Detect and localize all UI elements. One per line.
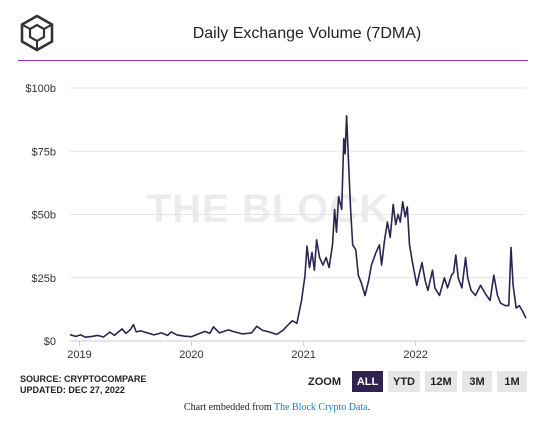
x-tick-label: 2021 (291, 349, 315, 361)
zoom-label: ZOOM (308, 375, 341, 388)
series-line[interactable] (69, 115, 527, 338)
y-axis: $0 $25b $50b $75b $100b (25, 83, 56, 348)
y-tick-label: $25b (32, 273, 56, 285)
embed-link[interactable]: The Block Crypto Data (273, 402, 368, 413)
grid-lines (70, 87, 526, 279)
chart-title: Daily Exchange Volume (7DMA) (192, 25, 422, 42)
x-tick-label: 2022 (403, 349, 427, 361)
embed-prefix: Chart embedded from (183, 402, 272, 413)
updated-text: UPDATED: DEC 27, 2022 (20, 385, 125, 395)
zoom-controls: ZOOM ALL YTD 12M 3M 1M (308, 371, 527, 392)
zoom-3m-button[interactable]: 3M (462, 371, 492, 392)
y-tick-label: $50b (32, 210, 56, 222)
zoom-12m-button[interactable]: 12M (425, 371, 457, 392)
y-tick-label: $0 (44, 336, 56, 348)
source-note: SOURCE: CRYPTOCOMPARE UPDATED: DEC 27, 2… (20, 374, 146, 396)
zoom-1m-button[interactable]: 1M (497, 371, 527, 392)
zoom-all-button[interactable]: ALL (352, 371, 383, 392)
embed-suffix: . (367, 402, 371, 413)
y-tick-label: $75b (32, 146, 56, 158)
volume-chart: THE BLOCK $0$25b$50b$75b$100b 2019 2020 20… (25, 83, 527, 361)
zoom-ytd-button[interactable]: YTD (388, 371, 420, 392)
watermark-text: THE BLOCK (147, 187, 389, 231)
x-tick-label: 2019 (67, 349, 91, 361)
embed-note: Chart embedded from The Block Crypto Dat… (0, 402, 554, 413)
x-axis: 2019 2020 2021 2022 (67, 341, 428, 361)
x-tick-label: 2020 (179, 349, 203, 361)
the-block-logo-icon[interactable] (18, 14, 56, 52)
y-tick-label: $100b (25, 83, 56, 95)
title-divider (18, 60, 528, 61)
source-text: SOURCE: CRYPTOCOMPARE (20, 374, 147, 384)
